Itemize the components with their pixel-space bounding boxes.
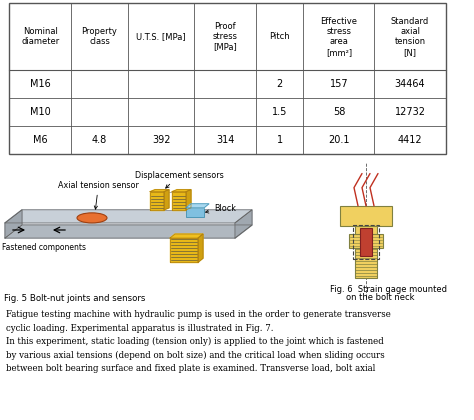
Text: M6: M6	[33, 135, 47, 145]
Text: 1: 1	[277, 135, 283, 145]
FancyBboxPatch shape	[186, 208, 204, 217]
Text: Fastened components: Fastened components	[2, 243, 86, 252]
Bar	[353, 225, 379, 259]
Text: Fig. 5 Bolt-nut joints and sensors: Fig. 5 Bolt-nut joints and sensors	[4, 294, 146, 302]
Text: Standard
axial
tension
[N]: Standard axial tension [N]	[391, 17, 429, 57]
Polygon shape	[5, 210, 252, 223]
Text: Displacement sensors: Displacement sensors	[135, 171, 224, 188]
Text: cyclic loading. Experimental apparatus is illustrated in Fig. 7.: cyclic loading. Experimental apparatus i…	[6, 324, 273, 333]
Text: Axial tension sensor: Axial tension sensor	[58, 181, 139, 209]
Text: Effective
stress
area
[mm²]: Effective stress area [mm²]	[320, 17, 357, 57]
Polygon shape	[198, 234, 203, 262]
Text: 58: 58	[333, 107, 345, 117]
Text: Proof
stress
[MPa]: Proof stress [MPa]	[213, 22, 237, 52]
Text: 1.5: 1.5	[272, 107, 287, 117]
Polygon shape	[170, 238, 198, 262]
Polygon shape	[164, 190, 169, 210]
Polygon shape	[170, 234, 203, 238]
Ellipse shape	[77, 213, 107, 223]
Polygon shape	[186, 190, 191, 210]
Polygon shape	[150, 190, 169, 192]
Text: Nominal
diameter: Nominal diameter	[21, 27, 59, 46]
Polygon shape	[235, 210, 252, 238]
Text: 2: 2	[276, 79, 283, 89]
Text: 157: 157	[329, 79, 348, 89]
Polygon shape	[5, 225, 252, 238]
Text: In this experiment, static loading (tension only) is applied to the joint which : In this experiment, static loading (tens…	[6, 337, 384, 346]
Polygon shape	[186, 204, 209, 208]
Text: between bolt bearing surface and fixed plate is examined. Transverse load, bolt : between bolt bearing surface and fixed p…	[6, 364, 375, 373]
Text: M16: M16	[30, 79, 51, 89]
Bar	[349, 234, 383, 248]
Polygon shape	[150, 192, 164, 210]
Text: 20.1: 20.1	[328, 135, 350, 145]
Bar	[360, 228, 372, 256]
Text: Property
class: Property class	[82, 27, 118, 46]
Text: 392: 392	[152, 135, 171, 145]
Text: Block: Block	[206, 204, 236, 213]
Polygon shape	[172, 192, 186, 210]
Text: 34464: 34464	[395, 79, 425, 89]
Text: Pitch: Pitch	[269, 32, 290, 41]
Text: 4412: 4412	[398, 135, 422, 145]
Polygon shape	[172, 190, 191, 192]
Text: by various axial tensions (depend on bolt size) and the critical load when slidi: by various axial tensions (depend on bol…	[6, 351, 385, 360]
Text: on the bolt neck: on the bolt neck	[346, 293, 414, 302]
Text: Fig. 6  Strain gage mounted: Fig. 6 Strain gage mounted	[330, 286, 447, 294]
Bar	[340, 206, 392, 226]
Text: M10: M10	[30, 107, 51, 117]
Text: Fatigue testing machine with hydraulic pump is used in the order to generate tra: Fatigue testing machine with hydraulic p…	[6, 310, 391, 319]
Bar	[355, 226, 377, 278]
Text: 4.8: 4.8	[92, 135, 107, 145]
Bar	[164, 192, 172, 210]
Polygon shape	[5, 210, 22, 238]
Text: 12732: 12732	[394, 107, 426, 117]
Text: U.T.S. [MPa]: U.T.S. [MPa]	[137, 32, 186, 41]
Text: 314: 314	[216, 135, 234, 145]
